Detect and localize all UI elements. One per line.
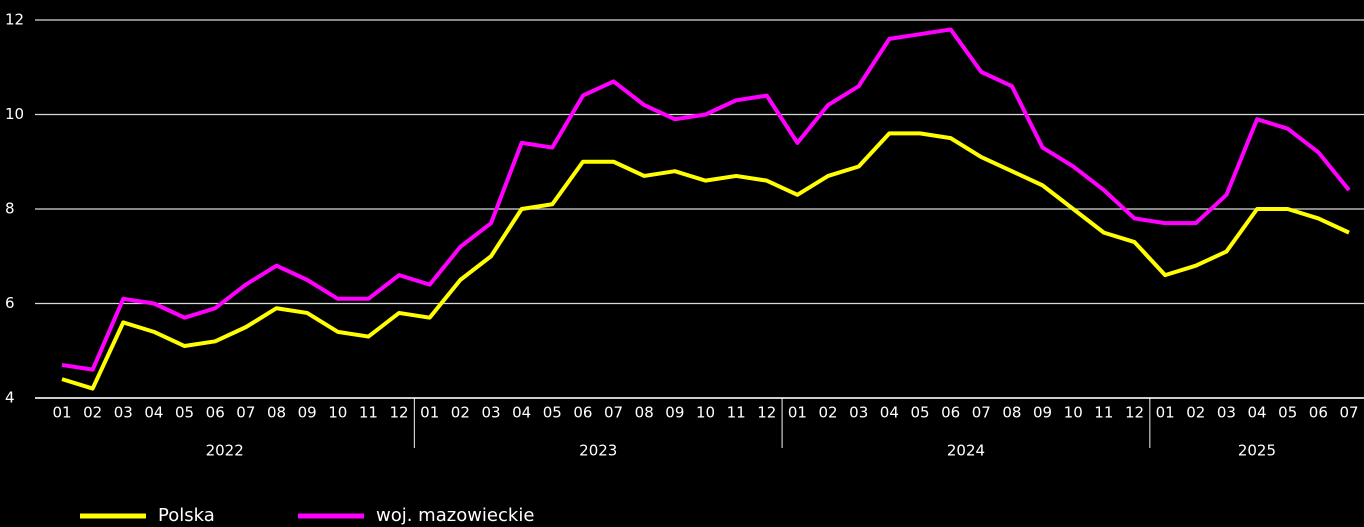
x-tick-label: 06: [941, 404, 960, 422]
x-tick-label: 10: [696, 404, 715, 422]
x-tick-label: 07: [1339, 404, 1358, 422]
x-tick-label: 03: [114, 404, 133, 422]
legend-label: woj. mazowieckie: [376, 505, 534, 526]
x-group-label: 2025: [1238, 442, 1276, 460]
x-tick-label: 04: [144, 404, 163, 422]
x-tick-label: 07: [972, 404, 991, 422]
x-tick-label: 04: [512, 404, 531, 422]
x-tick-label: 03: [481, 404, 500, 422]
legend-label: Polska: [158, 505, 215, 526]
x-tick-label: 01: [52, 404, 71, 422]
line-series: [61, 131, 1350, 391]
x-tick-label: 05: [543, 404, 562, 422]
x-group-label: 2022: [206, 442, 244, 460]
y-tick-label: 12: [5, 11, 24, 29]
x-tick-label: 05: [910, 404, 929, 422]
x-tick-label: 02: [451, 404, 470, 422]
y-tick-label: 6: [5, 294, 15, 312]
y-tick-label: 4: [5, 389, 15, 407]
x-tick-label: 05: [1278, 404, 1297, 422]
y-tick-label: 10: [5, 105, 24, 123]
x-tick-label: 09: [1033, 404, 1052, 422]
x-tick-label: 10: [1064, 404, 1083, 422]
x-group-label: 2023: [579, 442, 617, 460]
x-tick-label: 03: [849, 404, 868, 422]
x-tick-label: 08: [1002, 404, 1021, 422]
x-tick-label: 07: [604, 404, 623, 422]
x-tick-label: 08: [267, 404, 286, 422]
x-tick-label: 02: [83, 404, 102, 422]
x-tick-label: 04: [880, 404, 899, 422]
x-group-label: 2024: [947, 442, 985, 460]
x-tick-label: 09: [665, 404, 684, 422]
x-tick-label: 02: [819, 404, 838, 422]
x-tick-label: 06: [573, 404, 592, 422]
x-tick-label: 12: [757, 404, 776, 422]
x-tick-label: 11: [727, 404, 746, 422]
x-tick-label: 02: [1186, 404, 1205, 422]
x-tick-label: 01: [788, 404, 807, 422]
x-tick-label: 09: [298, 404, 317, 422]
x-tick-label: 10: [328, 404, 347, 422]
line-series: [61, 27, 1351, 372]
x-tick-label: 11: [359, 404, 378, 422]
x-tick-label: 12: [1125, 404, 1144, 422]
x-tick-label: 12: [390, 404, 409, 422]
x-tick-label: 03: [1217, 404, 1236, 422]
x-tick-label: 08: [635, 404, 654, 422]
x-tick-label: 01: [1156, 404, 1175, 422]
x-tick-label: 04: [1248, 404, 1267, 422]
x-tick-label: 06: [1309, 404, 1328, 422]
x-tick-label: 11: [1094, 404, 1113, 422]
x-tick-label: 01: [420, 404, 439, 422]
x-tick-label: 06: [206, 404, 225, 422]
y-tick-label: 8: [5, 200, 15, 218]
x-tick-label: 07: [236, 404, 255, 422]
x-tick-label: 05: [175, 404, 194, 422]
